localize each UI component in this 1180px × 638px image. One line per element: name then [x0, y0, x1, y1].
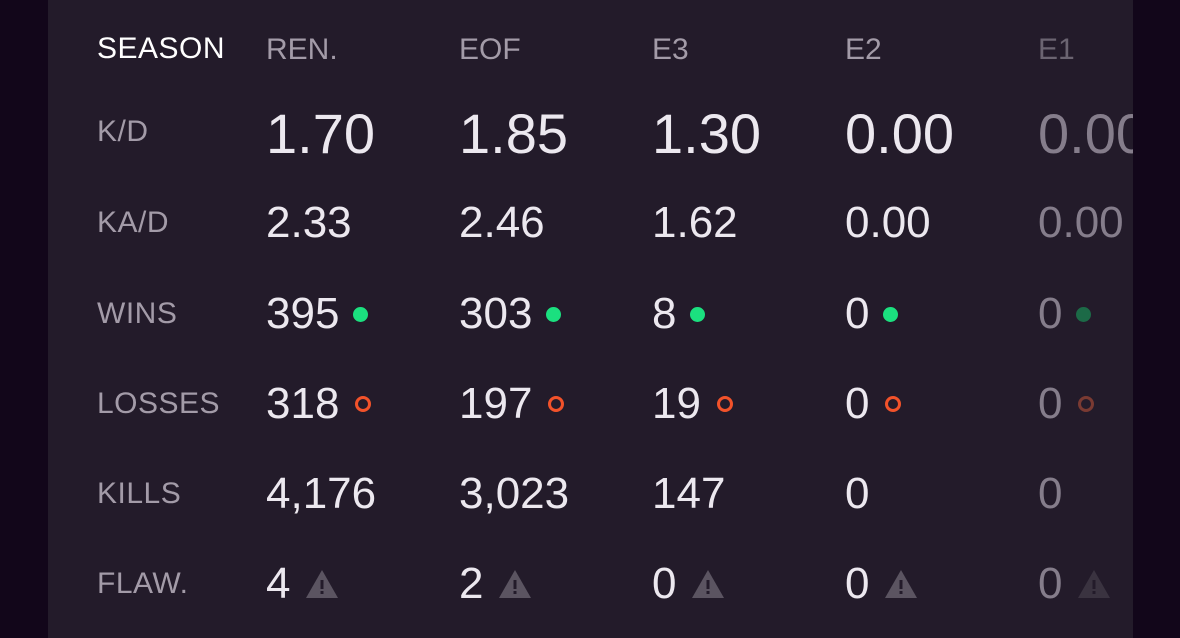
kd-label: K/D	[97, 115, 149, 148]
kad-value: 2.46	[459, 198, 545, 247]
flawless-value: 0	[845, 554, 919, 614]
losses-value: 0	[845, 374, 902, 434]
warning-triangle-icon	[499, 570, 532, 598]
wins-label: WINS	[97, 297, 178, 330]
wins-value: 303	[459, 284, 562, 344]
kad-label: KA/D	[97, 206, 170, 239]
wins-value: 0	[845, 284, 899, 344]
season-ren-header: REN.	[266, 33, 338, 66]
wins-number: 0	[845, 289, 870, 338]
flawless-label: FLAW.	[97, 567, 189, 600]
kills-value: 0	[1038, 469, 1063, 518]
kad-value: 2.33	[266, 198, 352, 247]
flawless-number: 0	[652, 559, 677, 608]
green-dot-icon	[1076, 306, 1092, 322]
kills-value: 0	[845, 469, 870, 518]
wins-number: 8	[652, 289, 677, 338]
losses-value: 19	[652, 374, 733, 434]
wins-value: 395	[266, 284, 369, 344]
losses-value: 197	[459, 374, 565, 434]
red-ring-icon	[716, 396, 733, 412]
green-dot-icon	[690, 306, 706, 322]
red-ring-icon	[885, 396, 902, 412]
season-eof-header: EOF	[459, 33, 521, 66]
kd-value: 1.85	[459, 101, 568, 165]
red-ring-icon	[1078, 396, 1095, 412]
warning-triangle-icon	[306, 570, 339, 598]
green-dot-icon	[883, 306, 899, 322]
wins-value: 0	[1038, 284, 1092, 344]
kd-value: 1.70	[266, 101, 375, 165]
warning-triangle-icon	[692, 570, 725, 598]
kd-value: 0.00	[1038, 101, 1133, 165]
warning-triangle-icon	[885, 570, 918, 598]
losses-number: 197	[459, 379, 533, 428]
kills-value: 147	[652, 469, 726, 518]
flawless-number: 0	[845, 559, 870, 608]
flawless-value: 2	[459, 554, 533, 614]
kills-value: 3,023	[459, 469, 570, 518]
losses-number: 0	[1038, 379, 1063, 428]
season-e2-header: E2	[845, 33, 882, 66]
losses-number: 19	[652, 379, 701, 428]
season-stats-panel: SEASON REN. EOF E3 E2 E1 K/D 1.70 1.85 1…	[48, 0, 1133, 638]
kad-value: 1.62	[652, 198, 738, 247]
flawless-number: 4	[266, 559, 291, 608]
kills-label: KILLS	[97, 477, 182, 510]
wins-number: 303	[459, 289, 533, 338]
kad-value: 0.00	[1038, 198, 1124, 247]
kd-value: 1.30	[652, 101, 761, 165]
flawless-value: 0	[652, 554, 726, 614]
red-ring-icon	[548, 396, 565, 412]
losses-number: 318	[266, 379, 340, 428]
flawless-number: 2	[459, 559, 484, 608]
losses-label: LOSSES	[97, 387, 221, 420]
flawless-value: 0	[1038, 554, 1112, 614]
green-dot-icon	[353, 306, 369, 322]
red-ring-icon	[355, 396, 372, 412]
kad-value: 0.00	[845, 198, 931, 247]
wins-number: 395	[266, 289, 340, 338]
green-dot-icon	[546, 306, 562, 322]
kd-value: 0.00	[845, 101, 954, 165]
flawless-value: 4	[266, 554, 340, 614]
kills-value: 4,176	[266, 469, 377, 518]
losses-number: 0	[845, 379, 870, 428]
season-e3-header: E3	[652, 33, 689, 66]
season-e1-header: E1	[1038, 33, 1075, 66]
losses-value: 318	[266, 374, 372, 434]
wins-value: 8	[652, 284, 706, 344]
warning-triangle-icon	[1078, 570, 1111, 598]
season-header-label: SEASON	[97, 32, 226, 65]
losses-value: 0	[1038, 374, 1095, 434]
flawless-number: 0	[1038, 559, 1063, 608]
wins-number: 0	[1038, 289, 1063, 338]
